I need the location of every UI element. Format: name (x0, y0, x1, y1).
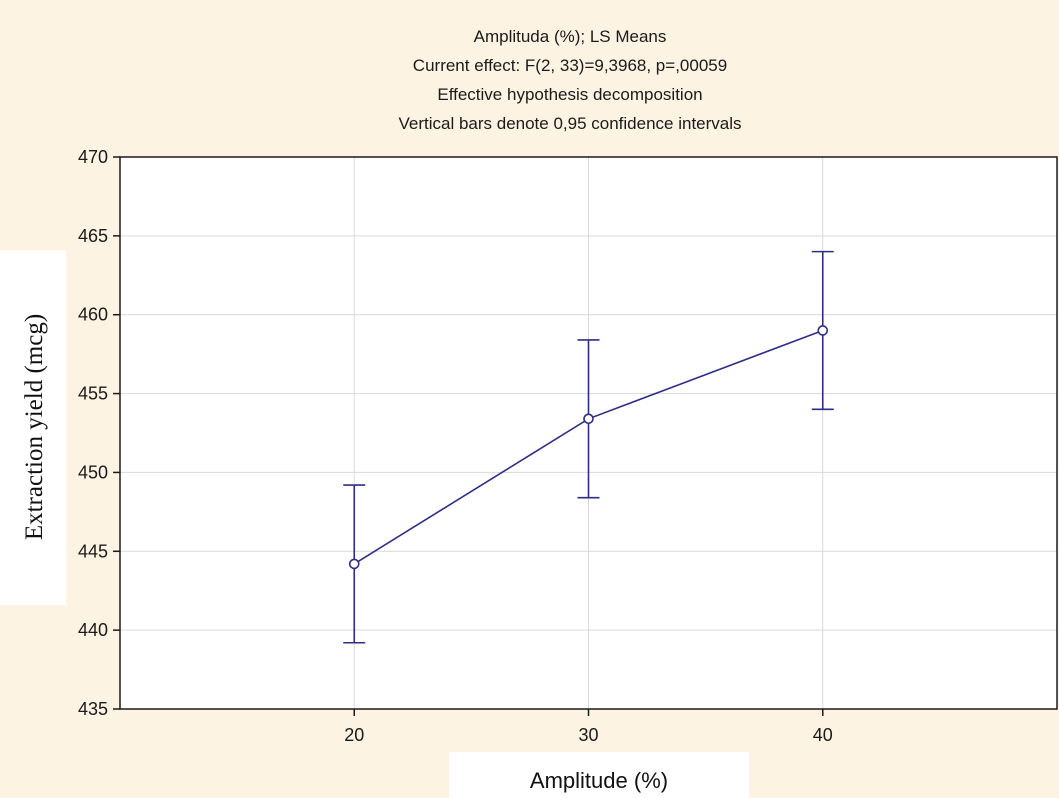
y-tick-label: 450 (78, 462, 108, 482)
x-tick-label: 20 (344, 725, 364, 745)
title-line-2: Current effect: F(2, 33)=9,3968, p=,0005… (413, 56, 727, 75)
data-point (817, 325, 829, 336)
series-1 (343, 250, 834, 644)
y-axis-label-group: Extraction yield (mcg) (0, 250, 66, 605)
x-axis-label-group: Amplitude (%) (449, 752, 749, 798)
y-tick-label: 460 (78, 305, 108, 325)
y-label-box (0, 250, 66, 605)
y-axis-label: Extraction yield (mcg) (21, 314, 48, 540)
x-tick-label: 40 (813, 725, 833, 745)
chart-title: Amplituda (%); LS Means Current effect: … (398, 27, 741, 133)
x-tick-label: 30 (578, 725, 598, 745)
y-tick-label: 465 (78, 226, 108, 246)
y-axis: 435 440 445 450 455 460 465 470 (78, 147, 120, 719)
title-line-1: Amplituda (%); LS Means (474, 27, 667, 46)
title-line-4: Vertical bars denote 0,95 confidence int… (398, 114, 741, 133)
y-tick-label: 455 (78, 384, 108, 404)
data-point (583, 413, 594, 425)
y-tick-label: 445 (78, 541, 108, 561)
data-point (348, 558, 360, 570)
x-label-box (449, 752, 749, 798)
title-line-3: Effective hypothesis decomposition (437, 85, 702, 104)
y-tick-label: 435 (78, 699, 108, 719)
y-tick-label: 470 (78, 147, 108, 167)
x-axis: 20 30 40 (344, 709, 833, 745)
y-tick-label: 440 (78, 620, 108, 640)
x-axis-label: Amplitude (%) (530, 768, 668, 793)
